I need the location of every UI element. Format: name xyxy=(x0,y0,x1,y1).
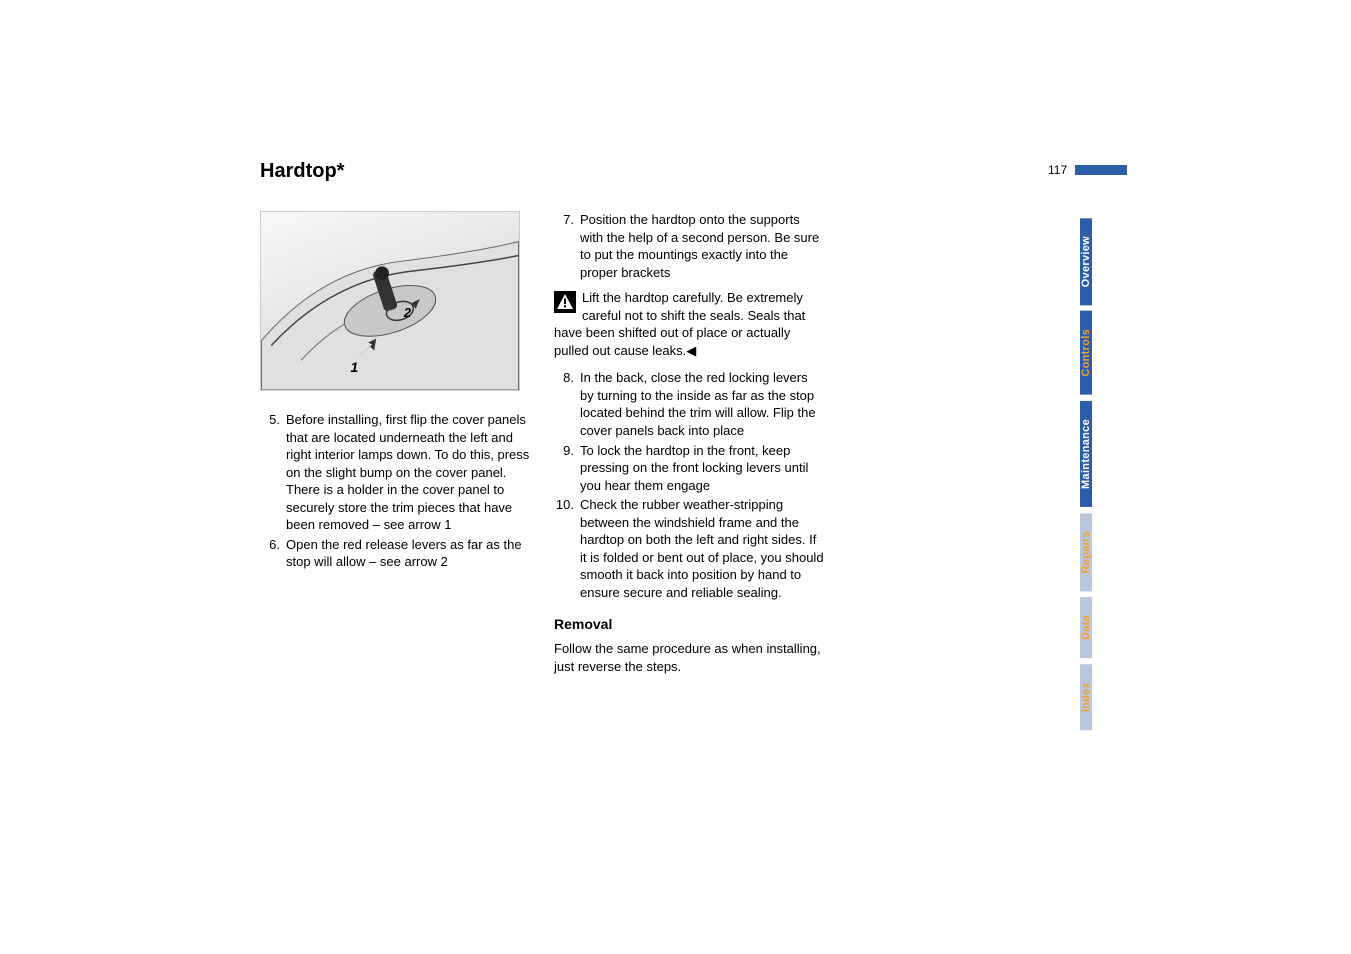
right-column: 7. Position the hardtop onto the support… xyxy=(554,211,824,675)
step-number: 7. xyxy=(554,211,580,281)
tab-overview[interactable]: Overview xyxy=(1080,218,1092,305)
arrow-1-label: 1 xyxy=(350,359,358,375)
step-text: In the back, close the red locking lever… xyxy=(580,369,824,439)
step-text: Before installing, first flip the cover … xyxy=(286,411,530,534)
right-steps-list-a: 7. Position the hardtop onto the support… xyxy=(554,211,824,281)
step-number: 10. xyxy=(554,496,580,601)
step-10: 10. Check the rubber weather-stripping b… xyxy=(554,496,824,601)
page-number: 117 xyxy=(1048,163,1067,177)
left-column: 1 2 5. Before installing, first flip the… xyxy=(260,211,530,675)
page-number-block: 117 xyxy=(1048,163,1127,177)
left-steps-list: 5. Before installing, first flip the cov… xyxy=(260,411,530,571)
step-7: 7. Position the hardtop onto the support… xyxy=(554,211,824,281)
warning-icon xyxy=(554,291,576,313)
tab-index[interactable]: Index xyxy=(1080,664,1092,730)
step-8: 8. In the back, close the red locking le… xyxy=(554,369,824,439)
page-number-bar xyxy=(1075,165,1127,175)
columns: 1 2 5. Before installing, first flip the… xyxy=(260,211,1090,675)
step-number: 8. xyxy=(554,369,580,439)
page-content: Hardtop* 1 2 xyxy=(260,160,1090,675)
step-number: 5. xyxy=(260,411,286,534)
tab-controls[interactable]: Controls xyxy=(1080,311,1092,395)
step-text: Check the rubber weather-stripping betwe… xyxy=(580,496,824,601)
tab-maintenance[interactable]: Maintenance xyxy=(1080,401,1092,507)
tab-repairs[interactable]: Repairs xyxy=(1080,513,1092,591)
step-number: 6. xyxy=(260,536,286,571)
step-6: 6. Open the red release levers as far as… xyxy=(260,536,530,571)
step-5: 5. Before installing, first flip the cov… xyxy=(260,411,530,534)
step-number: 9. xyxy=(554,442,580,495)
warning-text: Lift the hardtop carefully. Be extremely… xyxy=(554,289,824,359)
right-steps-list-b: 8. In the back, close the red locking le… xyxy=(554,369,824,601)
page-title: Hardtop* xyxy=(260,160,1090,183)
warning-box: Lift the hardtop carefully. Be extremely… xyxy=(554,289,824,359)
step-text: Position the hardtop onto the supports w… xyxy=(580,211,824,281)
step-text: Open the red release levers as far as th… xyxy=(286,536,530,571)
step-text: To lock the hardtop in the front, keep p… xyxy=(580,442,824,495)
arrow-2-label: 2 xyxy=(403,305,412,320)
diagram-svg: 1 2 xyxy=(261,212,519,390)
tab-data[interactable]: Data xyxy=(1080,597,1092,658)
removal-body: Follow the same procedure as when instal… xyxy=(554,640,824,675)
removal-heading: Removal xyxy=(554,615,824,634)
side-tabs: Overview Controls Maintenance Repairs Da… xyxy=(1080,218,1108,737)
step-9: 9. To lock the hardtop in the front, kee… xyxy=(554,442,824,495)
hardtop-diagram: 1 2 xyxy=(260,211,520,391)
